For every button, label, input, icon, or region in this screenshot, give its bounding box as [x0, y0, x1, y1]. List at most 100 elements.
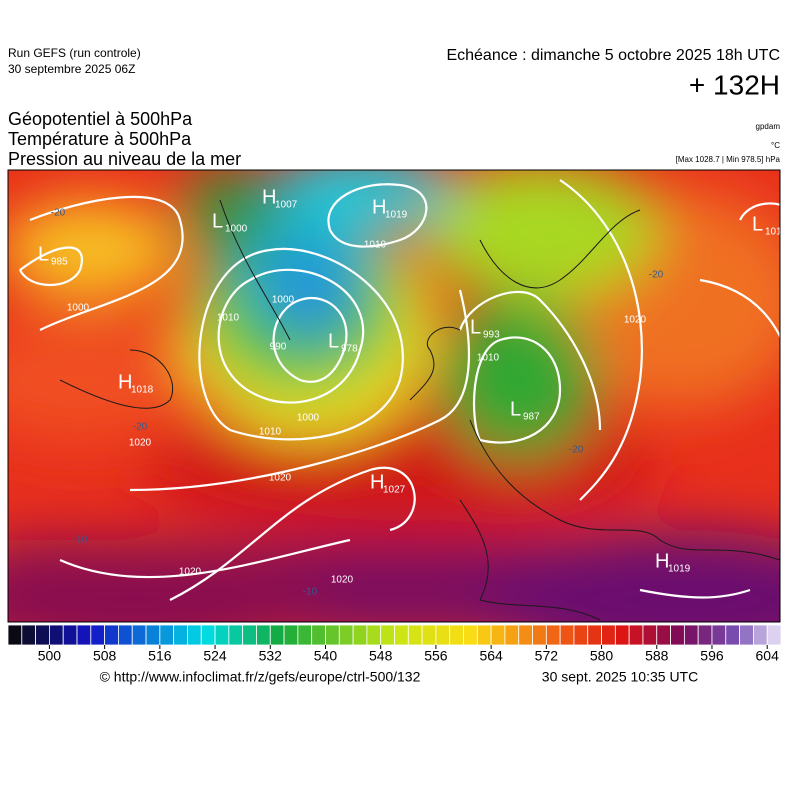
scale-swatch: [559, 624, 575, 646]
run-label: Run GEFS (run controle): [8, 46, 141, 60]
scale-swatch: [642, 624, 658, 646]
center-type: L: [328, 330, 339, 352]
scale-swatch: [766, 624, 782, 646]
center-pressure: 978: [341, 344, 358, 355]
center-type: L: [212, 210, 223, 232]
scale-swatch: [711, 624, 727, 646]
scale-swatch: [380, 624, 395, 646]
scale-swatch: [297, 624, 313, 646]
center-pressure: 1019: [385, 210, 408, 221]
scale-swatch: [366, 624, 382, 646]
unit-celsius: °C: [771, 141, 780, 150]
forecast-time: Echéance : dimanche 5 octobre 2025 18h U…: [446, 47, 780, 64]
scale-swatch: [614, 624, 630, 646]
center-pressure: 1019: [668, 564, 691, 575]
scale-swatch: [394, 624, 409, 646]
title-geopotential: Géopotentiel à 500hPa: [8, 109, 193, 129]
scale-swatch: [656, 624, 671, 646]
center-type: H: [372, 196, 386, 218]
coastlines: [59, 199, 780, 621]
scale-swatch: [752, 624, 768, 646]
scale-swatch: [573, 624, 589, 646]
temperature-label: -10: [73, 535, 88, 546]
scale-tick-label: 564: [479, 648, 503, 664]
center-pressure: 1027: [383, 485, 406, 496]
scale-tick-label: 572: [535, 648, 559, 664]
scale-tick-label: 532: [259, 648, 283, 664]
scale-swatch: [187, 624, 202, 646]
isobar-label: 1020: [624, 315, 647, 326]
scale-swatch: [587, 624, 602, 646]
isobar-label: 1010: [477, 353, 500, 364]
scale-swatch: [145, 624, 161, 646]
center-pressure: 987: [523, 412, 540, 423]
scale-swatch: [518, 624, 533, 646]
center-type: L: [510, 398, 521, 420]
center-type: L: [752, 213, 763, 235]
scale-swatch: [35, 624, 50, 646]
center-pressure: 101: [765, 227, 782, 238]
scale-swatch: [311, 624, 326, 646]
scale-swatch: [476, 624, 492, 646]
scale-swatch: [449, 624, 464, 646]
scale-swatch: [739, 624, 754, 646]
scale-swatch: [269, 624, 285, 646]
scale-tick-label: 524: [203, 648, 227, 664]
center-type: H: [370, 471, 384, 493]
scale-swatch: [118, 624, 133, 646]
color-scale: 500 508 516 524 532 540 548 556 564 572 580 588 596 6…: [7, 624, 782, 664]
scale-swatch: [421, 624, 437, 646]
scale-swatch: [104, 624, 119, 646]
isobar-label: 1020: [179, 567, 202, 578]
temperature-label: -20: [133, 422, 148, 433]
scale-tick-label: 588: [645, 648, 669, 664]
lead-time: + 132H: [689, 69, 780, 100]
scale-tick-label: 548: [369, 648, 393, 664]
scale-swatch: [532, 624, 547, 646]
scale-swatch: [628, 624, 644, 646]
temperature-label: -20: [649, 270, 664, 281]
scale-tick-label: 580: [590, 648, 614, 664]
title-temperature: Température à 500hPa: [8, 129, 192, 149]
scale-swatch: [697, 624, 713, 646]
scale-swatch: [670, 624, 685, 646]
scale-swatch: [7, 624, 23, 646]
scale-swatch: [338, 624, 354, 646]
unit-hpa: [Max 1028.7 | Min 978.5] hPa: [676, 155, 781, 164]
map-frame: [7, 169, 781, 623]
scale-tick-label: 500: [38, 648, 62, 664]
scale-tick-label: 556: [424, 648, 448, 664]
scale-swatch: [435, 624, 451, 646]
isobar-label: 1020: [331, 575, 354, 586]
scale-tick-label: 508: [93, 648, 117, 664]
isobar-label: 1000: [67, 303, 90, 314]
scale-swatch: [228, 624, 244, 646]
generated-time: 30 sept. 2025 10:35 UTC: [542, 669, 698, 685]
isobar-label: 990: [270, 342, 287, 353]
center-pressure: 985: [51, 257, 68, 268]
isobar-label: 1020: [129, 438, 152, 449]
isobar-label: 1010: [364, 240, 387, 251]
isobars: [19, 179, 780, 601]
scale-swatch: [214, 624, 230, 646]
center-type: H: [262, 186, 276, 208]
source-url: © http://www.infoclimat.fr/z/gefs/europe…: [100, 669, 421, 685]
scale-swatch: [545, 624, 561, 646]
title-pressure: Pression au niveau de la mer: [8, 149, 241, 169]
center-type: L: [470, 316, 481, 338]
scale-swatch: [352, 624, 368, 646]
scale-swatch: [173, 624, 188, 646]
center-pressure: 1007: [275, 200, 298, 211]
temperature-label: -10: [303, 587, 318, 598]
center-type: L: [38, 243, 49, 265]
center-pressure: 1018: [131, 385, 154, 396]
center-type: H: [655, 550, 669, 572]
center-pressure: 1000: [225, 224, 248, 235]
temperature-label: -20: [569, 445, 584, 456]
scale-swatch: [463, 624, 478, 646]
scale-swatch: [683, 624, 699, 646]
scale-swatch: [242, 624, 257, 646]
isobar-label: 1020: [269, 473, 292, 484]
